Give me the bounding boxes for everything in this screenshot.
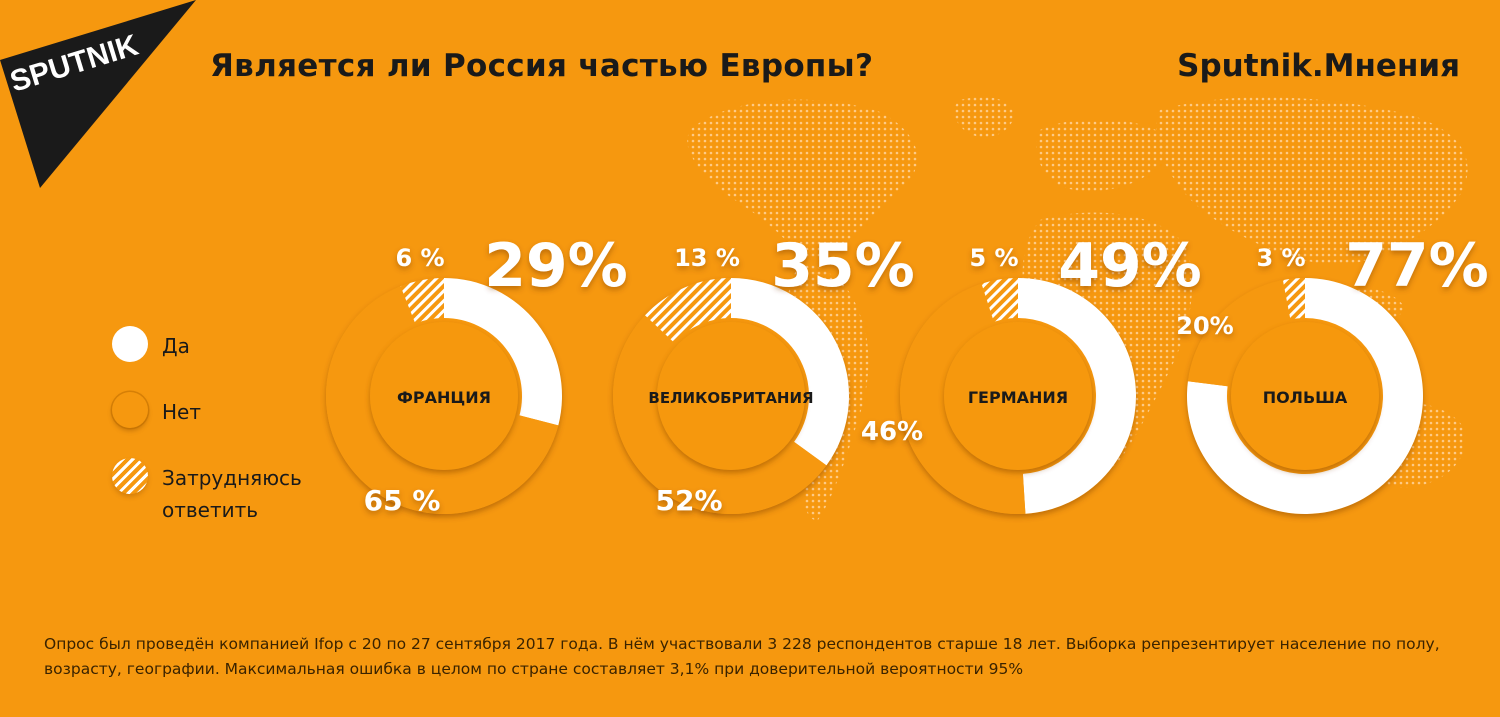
slice-dont-know-poland [1282,278,1305,320]
slice-no-france [325,286,559,514]
label-yes-france: 29% [484,231,628,301]
country-label-uk: ВЕЛИКОБРИТАНИЯ [648,389,813,407]
footnote: Опрос был проведён компанией Ifop с 20 п… [44,635,1440,678]
legend-label-yes: Да [162,334,190,358]
country-label-poland: ПОЛЬША [1263,388,1348,407]
slice-no-germany [899,283,1026,514]
label-no-germany: 46% [861,417,923,447]
legend-swatch-no [112,392,148,428]
slice-dont-know-uk [644,278,731,343]
donut-center-poland [1231,322,1379,470]
legend-swatch-dont-know [112,458,148,494]
slice-yes-france [444,278,562,426]
legend-label-no: Нет [162,400,201,424]
slice-yes-poland [1186,278,1423,514]
donut-uk: ВЕЛИКОБРИТАНИЯ 35% 13 % 52% [612,231,915,517]
sputnik-logo: SPUTNIK [0,0,196,188]
slice-yes-uk [731,278,849,466]
slice-no-poland [1187,280,1291,387]
legend-label-dont-know: Затрудняюсь ответить [162,466,302,522]
label-yes-uk: 35% [771,231,915,301]
donut-center-uk [657,322,805,470]
donut-center-france [370,322,518,470]
label-dont-know-germany: 5 % [969,244,1018,272]
brand-label: Sputnik.Мнения [1177,48,1460,84]
label-dont-know-poland: 3 % [1256,244,1305,272]
label-dont-know-france: 6 % [395,244,444,272]
donut-poland: ПОЛЬША 77% 3 % 20% [1176,231,1489,514]
label-yes-germany: 49% [1058,231,1202,301]
label-yes-poland: 77% [1345,231,1489,301]
donut-germany: ГЕРМАНИЯ 49% 5 % 46% [861,231,1202,514]
country-label-germany: ГЕРМАНИЯ [968,388,1068,407]
donut-center-germany [944,322,1092,470]
label-no-uk: 52% [655,484,722,517]
label-no-poland: 20% [1176,312,1233,340]
slice-no-uk [612,315,827,515]
legend-swatch-yes [112,326,148,362]
donut-france: ФРАНЦИЯ 29% 6 % 65 % [325,231,628,517]
slice-dont-know-france [400,278,444,324]
country-label-france: ФРАНЦИЯ [397,388,491,407]
label-no-france: 65 % [364,484,441,517]
slice-yes-germany [1018,278,1137,514]
label-dont-know-uk: 13 % [674,244,740,272]
slice-dont-know-germany [981,278,1018,322]
page-title: Является ли Россия частью Европы? [210,48,874,84]
